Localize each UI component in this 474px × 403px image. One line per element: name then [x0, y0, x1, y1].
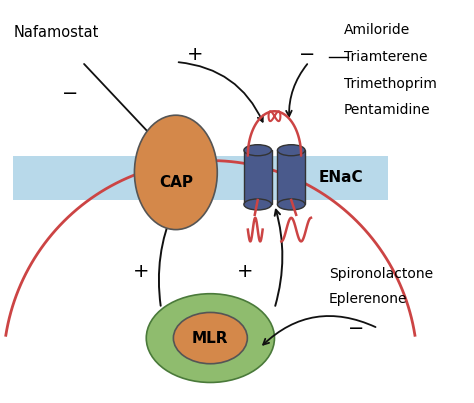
Ellipse shape — [173, 312, 247, 364]
Text: Nafamostat: Nafamostat — [13, 25, 99, 40]
Text: MLR: MLR — [192, 330, 228, 346]
Bar — [244, 150, 272, 204]
Text: Amiloride: Amiloride — [344, 23, 410, 37]
Text: Eplerenone: Eplerenone — [328, 292, 407, 305]
Bar — [277, 150, 305, 204]
Text: Triamterene: Triamterene — [344, 50, 427, 64]
Ellipse shape — [135, 115, 217, 230]
Text: Pentamidine: Pentamidine — [344, 103, 430, 117]
Text: ENaC: ENaC — [319, 170, 364, 185]
Text: +: + — [133, 262, 150, 280]
Text: CAP: CAP — [159, 175, 193, 190]
Text: −: − — [348, 319, 365, 338]
Text: −: − — [299, 45, 315, 64]
Bar — [13, 156, 388, 200]
Text: −: − — [62, 84, 79, 103]
Ellipse shape — [244, 199, 272, 210]
Text: Spironolactone: Spironolactone — [328, 267, 433, 281]
Text: +: + — [237, 262, 253, 280]
Ellipse shape — [244, 145, 272, 156]
Ellipse shape — [277, 199, 305, 210]
Ellipse shape — [146, 294, 274, 382]
Text: Trimethoprim: Trimethoprim — [344, 77, 437, 91]
Ellipse shape — [277, 145, 305, 156]
Text: +: + — [187, 45, 204, 64]
